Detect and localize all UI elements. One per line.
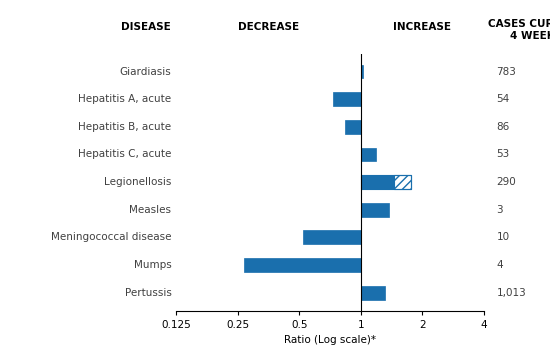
Bar: [333, 92, 361, 106]
Bar: [361, 65, 362, 79]
Text: Hepatitis A, acute: Hepatitis A, acute: [78, 94, 172, 104]
Text: Hepatitis B, acute: Hepatitis B, acute: [78, 122, 172, 132]
Bar: [302, 230, 361, 244]
Text: Hepatitis C, acute: Hepatitis C, acute: [78, 150, 172, 160]
Text: Legionellosis: Legionellosis: [104, 177, 172, 187]
Text: 10: 10: [496, 232, 509, 242]
Text: 290: 290: [496, 177, 516, 187]
Text: Meningococcal disease: Meningococcal disease: [51, 232, 172, 242]
Text: INCREASE: INCREASE: [393, 22, 452, 32]
Text: Measles: Measles: [129, 205, 172, 215]
Text: 783: 783: [496, 66, 516, 76]
Text: Giardiasis: Giardiasis: [120, 66, 172, 76]
Text: 1,013: 1,013: [496, 288, 526, 298]
Text: 86: 86: [496, 122, 509, 132]
Bar: [345, 120, 361, 134]
Text: Mumps: Mumps: [134, 260, 172, 270]
Text: CASES CURRENT
4 WEEKS: CASES CURRENT 4 WEEKS: [488, 19, 550, 41]
Text: 54: 54: [496, 94, 509, 104]
Text: DECREASE: DECREASE: [238, 22, 299, 32]
Text: 4: 4: [496, 260, 503, 270]
X-axis label: Ratio (Log scale)*: Ratio (Log scale)*: [284, 335, 376, 345]
Text: 3: 3: [496, 205, 503, 215]
Bar: [361, 286, 386, 300]
Bar: [361, 175, 410, 189]
Text: Pertussis: Pertussis: [124, 288, 172, 298]
Bar: [361, 203, 389, 217]
Bar: [394, 175, 410, 189]
Text: DISEASE: DISEASE: [121, 22, 170, 32]
Bar: [361, 147, 376, 161]
Bar: [244, 258, 361, 272]
Text: 53: 53: [496, 150, 509, 160]
Bar: [361, 175, 394, 189]
